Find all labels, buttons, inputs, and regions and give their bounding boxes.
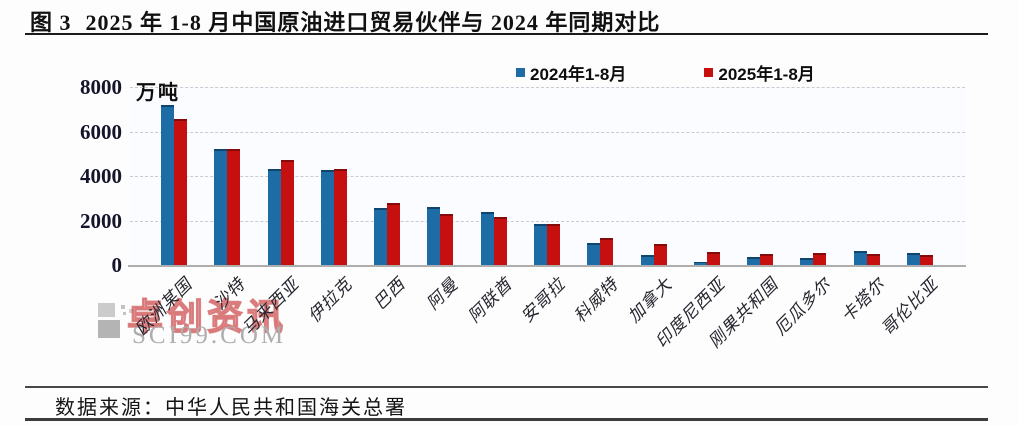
gridline [130, 176, 965, 177]
gridline [130, 87, 965, 88]
bar-2024 [480, 211, 494, 265]
bar-2024 [374, 208, 388, 265]
x-axis-label: 巴西 [370, 274, 410, 314]
bar-2024 [320, 170, 334, 265]
data-source-text: 数据来源：中华人民共和国海关总署 [55, 397, 407, 419]
legend-label-2024: 2024年1-8月 [530, 65, 627, 84]
bar-2025 [387, 202, 401, 265]
page-title: 图 3 2025 年 1-8 月中国原油进口贸易伙伴与 2024 年同期对比 [30, 5, 660, 37]
y-axis-tick-label: 0 [111, 253, 123, 277]
chart-legend: 2024年1-8月 2025年1-8月 [516, 60, 815, 85]
y-axis-unit-label: 万吨 [136, 82, 180, 104]
bar-2024 [640, 254, 654, 265]
bar-2024 [587, 242, 601, 265]
gridline [130, 131, 965, 133]
x-axis-label: 科威特 [570, 274, 623, 327]
bar-2025 [227, 149, 241, 265]
bar-2024 [267, 169, 281, 265]
bar-2025 [866, 253, 880, 265]
figure-label: 图 3 [30, 10, 72, 35]
bar-2024 [853, 250, 867, 265]
watermark-brand-text: 卓创资讯 [126, 295, 288, 337]
x-axis-label: 阿曼 [423, 274, 463, 314]
watermark-logo-icon [98, 320, 120, 338]
bar-2025 [653, 243, 667, 265]
legend-label-2025: 2025年1-8月 [718, 65, 815, 84]
legend-item-2025: 2025年1-8月 [704, 60, 815, 85]
bar-2025 [174, 119, 187, 265]
y-axis-tick-label: 6000 [80, 119, 122, 144]
bar-2024 [427, 207, 441, 265]
footer-divider-top [25, 386, 988, 388]
x-axis-label: 哥伦比亚 [877, 274, 942, 339]
bar-2024 [161, 104, 174, 265]
gridline [130, 220, 965, 222]
title-divider [25, 33, 988, 35]
legend-swatch-2024-icon [516, 68, 525, 77]
bar-2025 [706, 251, 720, 265]
x-axis-label: 安哥拉 [517, 274, 569, 327]
bar-2025 [493, 217, 507, 265]
legend-item-2024: 2024年1-8月 [516, 60, 626, 85]
footer-divider-bottom [25, 418, 988, 421]
bar-2024 [534, 223, 547, 265]
x-axis-label: 阿联酋 [464, 274, 516, 327]
bar-2025 [600, 238, 614, 265]
y-axis-tick-label: 8000 [80, 75, 122, 99]
bar-2025 [333, 169, 347, 265]
y-axis-tick-label: 2000 [80, 208, 122, 233]
watermark-site-text: SCI99.COM [132, 322, 287, 349]
bar-2024 [214, 149, 228, 265]
y-axis-tick-label: 4000 [80, 164, 122, 188]
watermark-logo-icon [98, 303, 115, 317]
bar-2025 [280, 160, 294, 265]
bar-2024 [907, 252, 920, 265]
bar-2025 [920, 254, 933, 265]
bar-2024 [800, 258, 814, 265]
x-axis-label: 厄瓜多尔 [771, 274, 836, 339]
watermark-logo-icon [119, 303, 139, 317]
bar-2024 [693, 261, 707, 265]
figure-title-text: 2025 年 1-8 月中国原油进口贸易伙伴与 2024 年同期对比 [85, 10, 661, 35]
legend-swatch-2025-icon [704, 68, 714, 77]
x-axis-label: 伊拉克 [304, 274, 356, 327]
bar-2025 [813, 252, 827, 265]
bar-2024 [747, 257, 761, 265]
x-axis-line [128, 265, 966, 267]
bar-2025 [760, 253, 774, 265]
bar-2025 [547, 223, 560, 265]
bar-2025 [440, 213, 454, 265]
